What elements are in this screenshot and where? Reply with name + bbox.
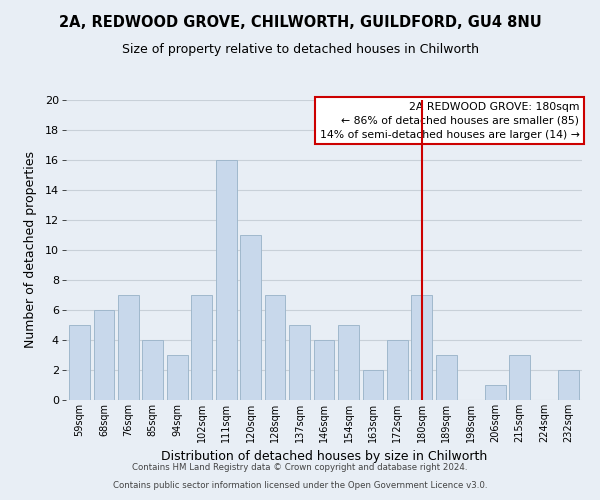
- Bar: [362, 370, 383, 400]
- Bar: [191, 295, 212, 400]
- Text: Contains public sector information licensed under the Open Government Licence v3: Contains public sector information licen…: [113, 481, 487, 490]
- Bar: [509, 355, 530, 400]
- Bar: [69, 325, 90, 400]
- Text: Contains HM Land Registry data © Crown copyright and database right 2024.: Contains HM Land Registry data © Crown c…: [132, 464, 468, 472]
- Bar: [314, 340, 334, 400]
- Bar: [240, 235, 261, 400]
- Bar: [436, 355, 457, 400]
- Bar: [289, 325, 310, 400]
- Bar: [142, 340, 163, 400]
- Bar: [485, 385, 506, 400]
- Bar: [94, 310, 114, 400]
- Text: 2A REDWOOD GROVE: 180sqm
← 86% of detached houses are smaller (85)
14% of semi-d: 2A REDWOOD GROVE: 180sqm ← 86% of detach…: [320, 102, 580, 140]
- Bar: [118, 295, 139, 400]
- X-axis label: Distribution of detached houses by size in Chilworth: Distribution of detached houses by size …: [161, 450, 487, 464]
- Bar: [265, 295, 286, 400]
- Bar: [387, 340, 408, 400]
- Text: 2A, REDWOOD GROVE, CHILWORTH, GUILDFORD, GU4 8NU: 2A, REDWOOD GROVE, CHILWORTH, GUILDFORD,…: [59, 15, 541, 30]
- Bar: [167, 355, 188, 400]
- Bar: [216, 160, 236, 400]
- Bar: [558, 370, 579, 400]
- Bar: [338, 325, 359, 400]
- Text: Size of property relative to detached houses in Chilworth: Size of property relative to detached ho…: [121, 42, 479, 56]
- Y-axis label: Number of detached properties: Number of detached properties: [23, 152, 37, 348]
- Bar: [412, 295, 432, 400]
